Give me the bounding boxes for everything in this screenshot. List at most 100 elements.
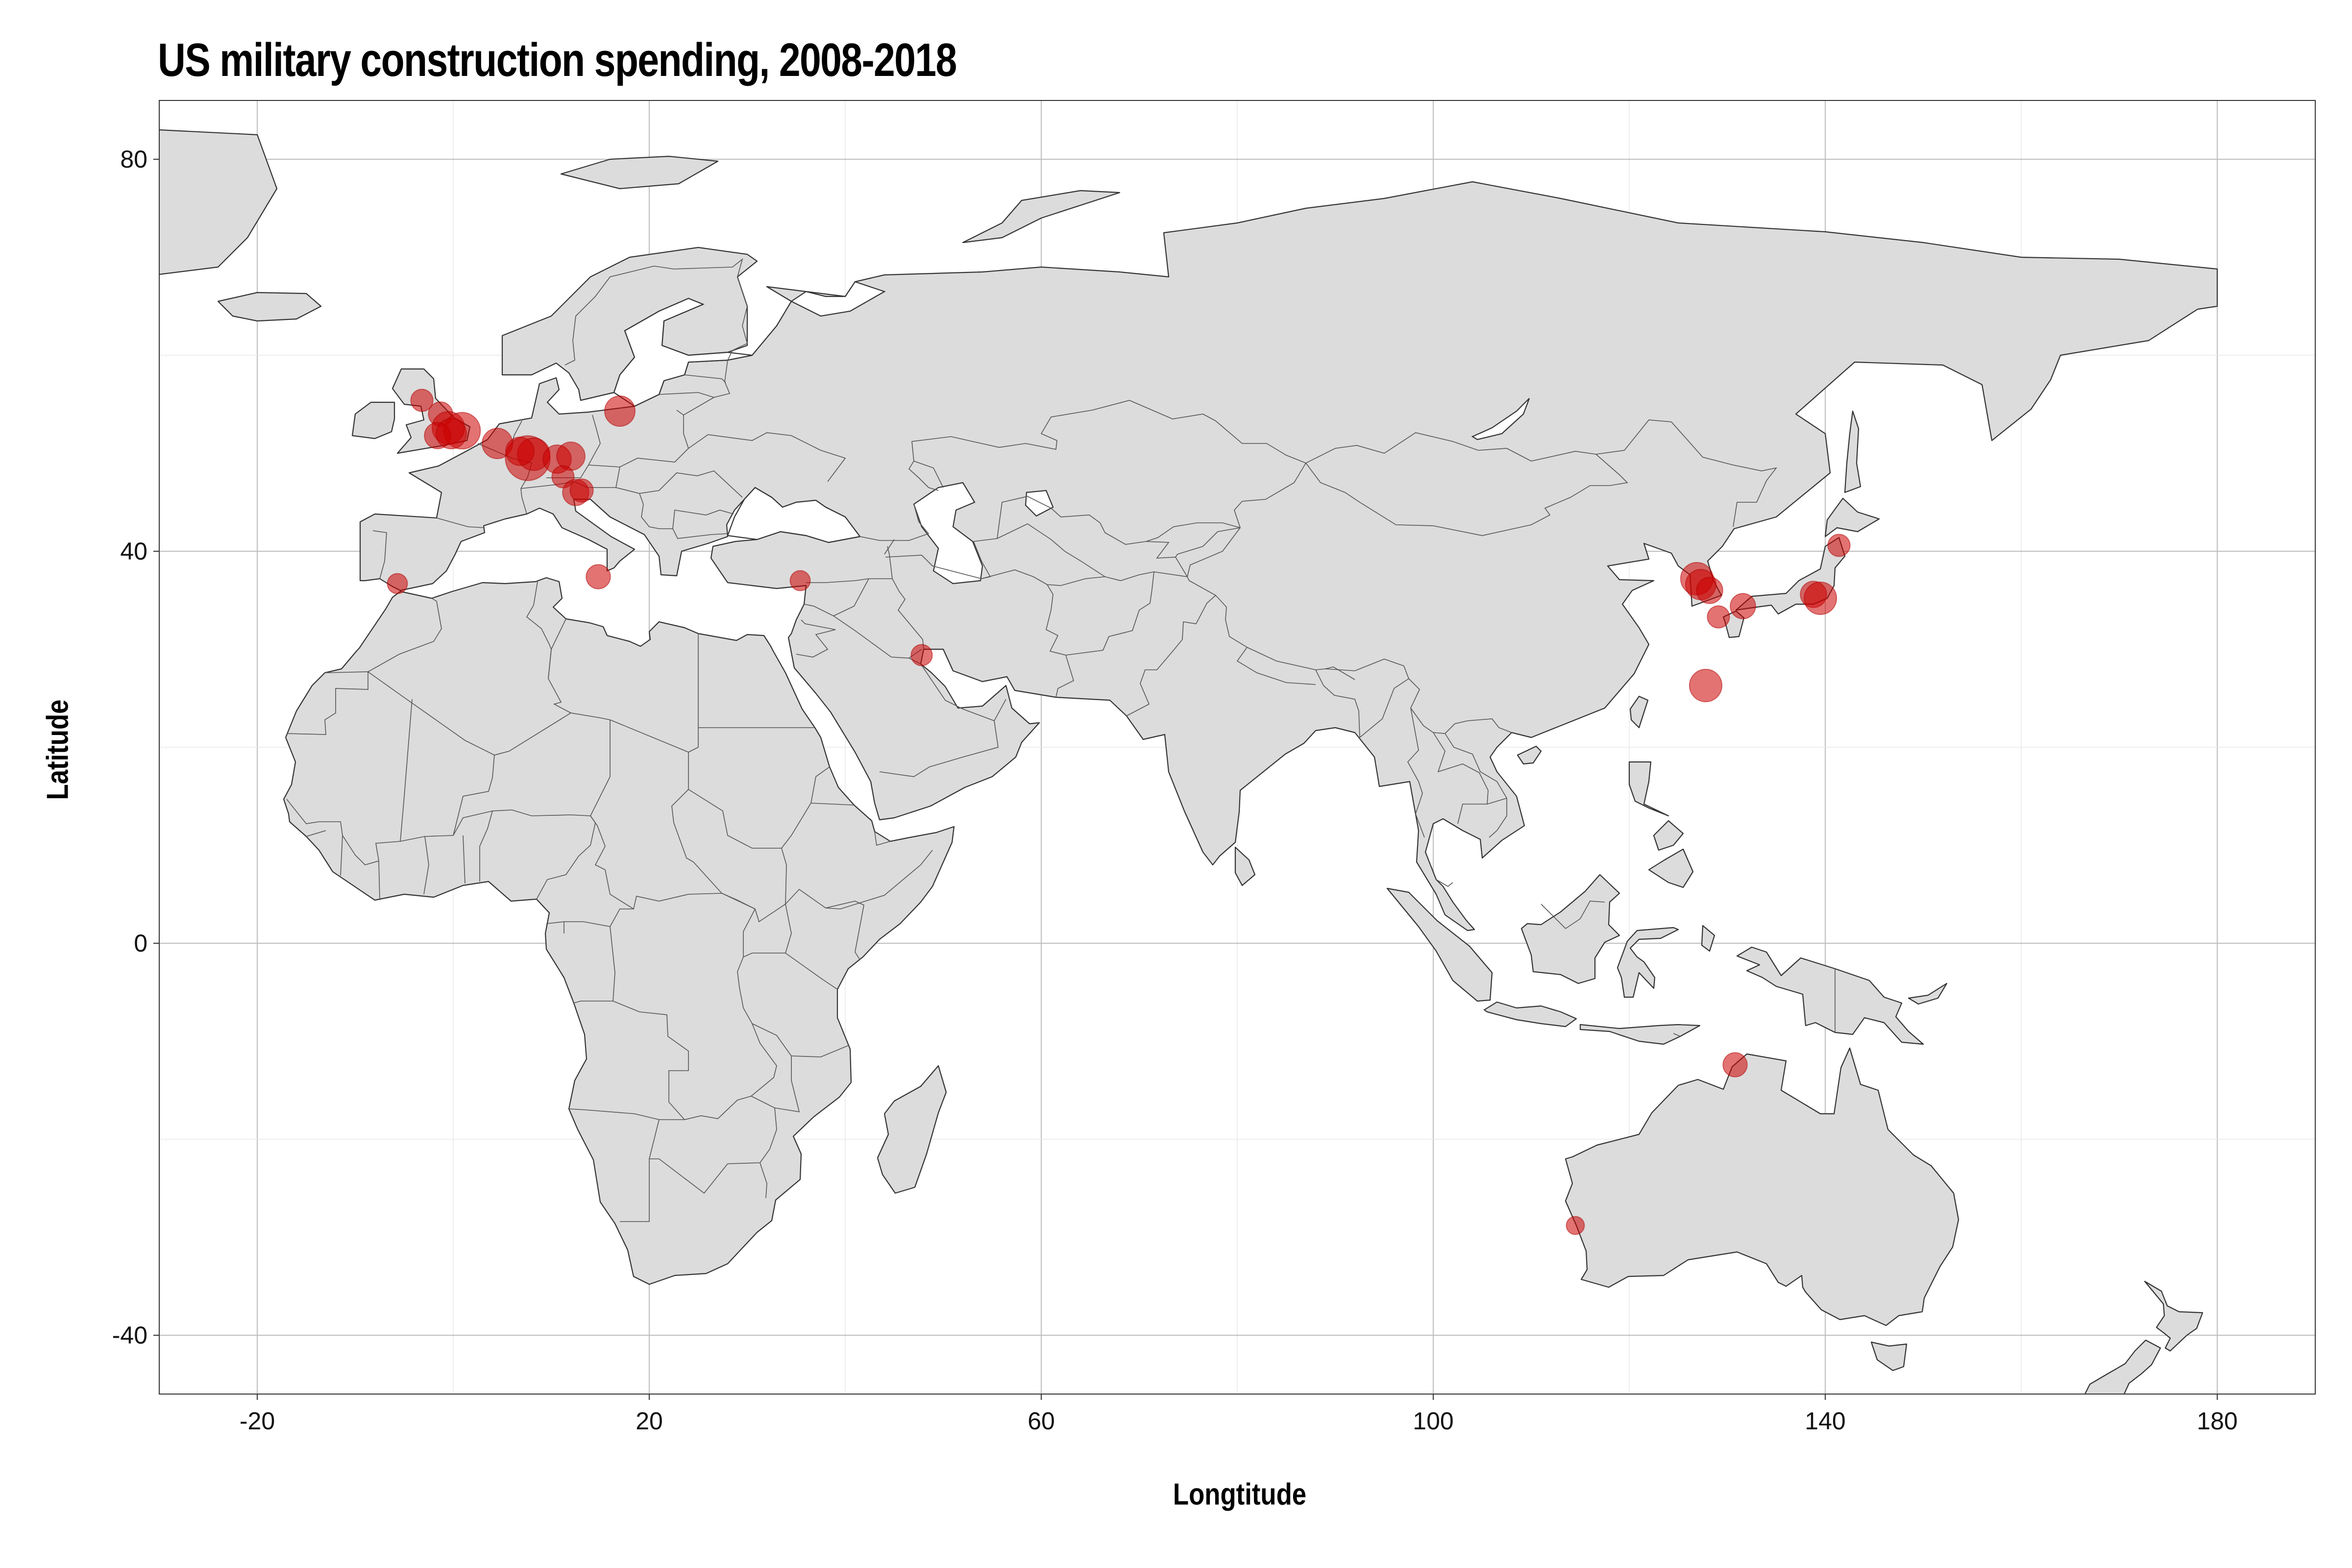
country-border <box>1305 454 1628 536</box>
landmass-sulawesi <box>1617 927 1679 998</box>
country-border <box>1407 708 1425 838</box>
country-border <box>286 671 368 735</box>
water-white-sea <box>790 281 886 317</box>
country-border <box>825 850 933 909</box>
country-border <box>859 504 930 541</box>
data-point <box>505 437 535 466</box>
landmass-borneo <box>1520 874 1620 984</box>
x-tick-label: 140 <box>1805 1407 1845 1435</box>
data-point <box>387 573 408 594</box>
country-border <box>1126 571 1217 716</box>
country-border <box>463 835 466 884</box>
data-point <box>604 395 636 427</box>
x-tick-label: 20 <box>636 1407 663 1435</box>
landmass-halmahera <box>1701 925 1715 952</box>
country-border <box>453 755 495 836</box>
data-point <box>410 389 434 412</box>
landmass-greenland <box>159 129 278 275</box>
data-point <box>1730 593 1756 619</box>
country-border <box>683 360 731 416</box>
country-border <box>1673 1033 1681 1037</box>
country-border <box>423 836 429 895</box>
country-border <box>892 578 924 650</box>
x-axis-label: Longtitude <box>1173 1477 1307 1512</box>
country-border <box>1315 669 1360 738</box>
data-point <box>569 478 594 503</box>
country-border <box>785 904 792 954</box>
country-border <box>1541 901 1605 930</box>
country-border <box>615 466 743 498</box>
landmass-africa <box>283 577 955 1285</box>
landmass-svalbard <box>560 155 719 190</box>
country-border <box>659 392 714 398</box>
country-border <box>1236 647 1316 685</box>
landmass-madagascar <box>877 1065 947 1194</box>
data-point <box>1689 668 1723 703</box>
country-border <box>879 658 999 777</box>
landmass-hainan <box>1517 745 1542 765</box>
country-border <box>368 598 442 672</box>
landmass-nz-north <box>2144 1280 2204 1352</box>
landmass-new-britain <box>1908 982 1948 1005</box>
landmass-mindanao <box>1648 848 1694 888</box>
country-border <box>1436 879 1453 887</box>
country-border <box>1359 678 1409 738</box>
data-point <box>910 644 933 666</box>
country-border <box>286 799 722 910</box>
country-border <box>340 835 343 876</box>
country-border <box>810 803 855 806</box>
country-border <box>973 496 1188 579</box>
country-border <box>1175 463 1306 558</box>
country-border <box>306 830 326 837</box>
axes: -20 20 60 100 140 180 -40 0 40 80 <box>112 146 2238 1435</box>
country-border <box>546 908 634 927</box>
country-border <box>564 266 655 366</box>
data-point <box>789 570 811 591</box>
landmass-taiwan <box>1629 695 1649 729</box>
country-border <box>908 461 944 491</box>
data-point <box>586 564 611 589</box>
country-border <box>791 1045 850 1057</box>
country-border <box>1325 666 1355 680</box>
country-border <box>721 893 756 909</box>
country-border <box>526 581 571 713</box>
country-border <box>994 699 1006 721</box>
landmass-novaya-zemlya <box>962 190 1121 244</box>
landmass-eurasia <box>359 181 2218 931</box>
country-border <box>568 1108 685 1120</box>
country-border <box>620 1119 660 1222</box>
country-border <box>1433 732 1489 824</box>
data-point <box>436 418 467 449</box>
landmass-new-guinea <box>1736 946 1924 1045</box>
country-border <box>1187 527 1241 577</box>
landmass-java <box>1483 1001 1577 1028</box>
water-aral <box>1025 490 1054 517</box>
country-border <box>1047 571 1154 656</box>
country-border <box>698 634 815 728</box>
landmass-nz-south <box>2084 1339 2161 1394</box>
country-border <box>654 258 748 361</box>
country-border <box>688 728 699 753</box>
country-border <box>1305 419 1777 527</box>
country-border <box>752 1023 800 1112</box>
landmass-ireland <box>351 401 395 440</box>
country-border <box>688 432 846 482</box>
basemap <box>159 129 2218 1394</box>
country-border <box>548 618 566 679</box>
landmass-tasmania <box>1870 1341 1908 1372</box>
country-border <box>760 1162 767 1199</box>
country-border <box>536 815 596 900</box>
x-tick-label: -20 <box>240 1407 275 1435</box>
country-border <box>1146 522 1241 542</box>
y-tick-label: 0 <box>134 930 147 957</box>
data-point <box>1566 1216 1585 1235</box>
chart-title: US military construction spending, 2008-… <box>158 34 957 86</box>
country-border <box>436 517 485 528</box>
x-tick-label: 100 <box>1413 1407 1453 1435</box>
x-tick-label: 60 <box>1028 1407 1055 1435</box>
panel-border <box>159 100 2316 1395</box>
country-border <box>1445 733 1507 838</box>
country-border <box>997 523 1105 577</box>
data-point <box>1707 605 1730 629</box>
landmass-sumatra <box>1386 887 1493 1002</box>
